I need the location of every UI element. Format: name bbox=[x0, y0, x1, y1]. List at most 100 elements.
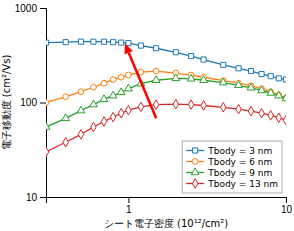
y-tick-mark bbox=[40, 8, 46, 9]
point bbox=[118, 74, 124, 80]
x-tick-label: 10 bbox=[281, 204, 293, 215]
series bbox=[46, 99, 286, 156]
y-tick: 1000 bbox=[15, 3, 46, 14]
series bbox=[46, 74, 286, 129]
y-tick-label: 10 bbox=[26, 192, 38, 203]
x-tick-mark bbox=[286, 197, 287, 203]
point bbox=[63, 137, 68, 146]
point bbox=[268, 74, 273, 79]
legend-label: Tbody = 13 nm bbox=[207, 179, 278, 189]
y-tick-label: 1000 bbox=[15, 3, 38, 14]
arrow-head bbox=[125, 44, 133, 55]
point bbox=[46, 123, 50, 130]
point bbox=[200, 76, 208, 83]
y-tick: 100 bbox=[20, 97, 46, 108]
point bbox=[154, 46, 159, 51]
x-axis-line bbox=[47, 198, 287, 204]
point bbox=[119, 40, 124, 45]
y-tick-mark bbox=[40, 103, 46, 104]
point bbox=[173, 99, 178, 108]
x-axis: 1 10 bbox=[47, 197, 293, 215]
x-tick: 1 bbox=[126, 197, 132, 215]
point bbox=[283, 95, 286, 101]
point bbox=[101, 117, 106, 126]
point bbox=[276, 113, 281, 122]
series bbox=[46, 68, 286, 105]
legend-item: Tbody = 3 nm bbox=[186, 146, 272, 156]
point bbox=[62, 114, 70, 121]
chart: 110101001000シート電子密度 (10¹²/cm²)電子移動度 (cm²… bbox=[0, 0, 294, 231]
y-axis: 10 100 1000 bbox=[15, 3, 47, 203]
point bbox=[46, 100, 49, 106]
point bbox=[259, 108, 264, 117]
point bbox=[109, 91, 117, 98]
arrow bbox=[125, 44, 157, 119]
point bbox=[221, 62, 226, 67]
point bbox=[153, 68, 159, 74]
point bbox=[201, 57, 206, 62]
point bbox=[247, 83, 255, 90]
point bbox=[236, 104, 241, 113]
point bbox=[138, 102, 143, 111]
point bbox=[187, 74, 195, 81]
point bbox=[91, 122, 96, 131]
series bbox=[46, 39, 286, 82]
point bbox=[259, 72, 264, 77]
y-tick: 10 bbox=[26, 192, 46, 203]
legend-item: Tbody = 9 nm bbox=[186, 168, 272, 178]
point bbox=[63, 40, 68, 45]
point bbox=[275, 91, 283, 98]
legend-marker bbox=[192, 179, 197, 188]
y-axis-line bbox=[40, 9, 47, 198]
point bbox=[282, 94, 286, 101]
point bbox=[46, 40, 49, 45]
point bbox=[101, 80, 107, 86]
point bbox=[91, 84, 97, 90]
legend-marker bbox=[193, 148, 198, 153]
x-tick-label: 1 bbox=[126, 204, 132, 215]
point bbox=[100, 95, 108, 102]
point bbox=[173, 50, 178, 55]
point bbox=[91, 39, 96, 44]
chart-container: 110101001000シート電子密度 (10¹²/cm²)電子移動度 (cm²… bbox=[0, 0, 294, 231]
point bbox=[189, 54, 194, 59]
point bbox=[78, 39, 83, 44]
point bbox=[152, 76, 160, 83]
point bbox=[118, 108, 123, 117]
point bbox=[110, 77, 116, 83]
point bbox=[283, 77, 286, 82]
arrow-shaft bbox=[129, 53, 156, 118]
marks bbox=[46, 39, 286, 157]
y-axis-title: 電子移動度 (cm²/Vs) bbox=[1, 55, 12, 151]
legend: Tbody = 3 nmTbody = 6 nmTbody = 9 nmTbod… bbox=[182, 141, 282, 193]
point bbox=[101, 39, 106, 44]
point bbox=[276, 76, 281, 81]
point bbox=[172, 74, 180, 81]
point bbox=[276, 92, 282, 98]
legend-label: Tbody = 3 nm bbox=[207, 146, 272, 156]
point bbox=[267, 89, 275, 96]
point bbox=[283, 115, 286, 124]
point bbox=[248, 106, 253, 115]
y-tick-mark bbox=[40, 197, 46, 198]
y-tick-label: 100 bbox=[20, 97, 37, 108]
point bbox=[111, 40, 116, 45]
point bbox=[235, 81, 243, 88]
point bbox=[110, 112, 115, 121]
point bbox=[248, 69, 253, 74]
point bbox=[188, 100, 193, 109]
point bbox=[268, 89, 274, 95]
point bbox=[268, 111, 273, 120]
point bbox=[153, 100, 158, 109]
legend-label: Tbody = 6 nm bbox=[207, 157, 272, 167]
point bbox=[138, 43, 143, 48]
legend-box bbox=[182, 141, 282, 193]
point bbox=[201, 101, 206, 110]
point bbox=[126, 105, 131, 114]
legend-label: Tbody = 9 nm bbox=[207, 168, 272, 178]
legend-marker bbox=[191, 168, 199, 175]
point bbox=[90, 100, 98, 107]
point bbox=[46, 147, 49, 156]
point bbox=[236, 66, 241, 71]
legend-item: Tbody = 13 nm bbox=[186, 179, 278, 189]
